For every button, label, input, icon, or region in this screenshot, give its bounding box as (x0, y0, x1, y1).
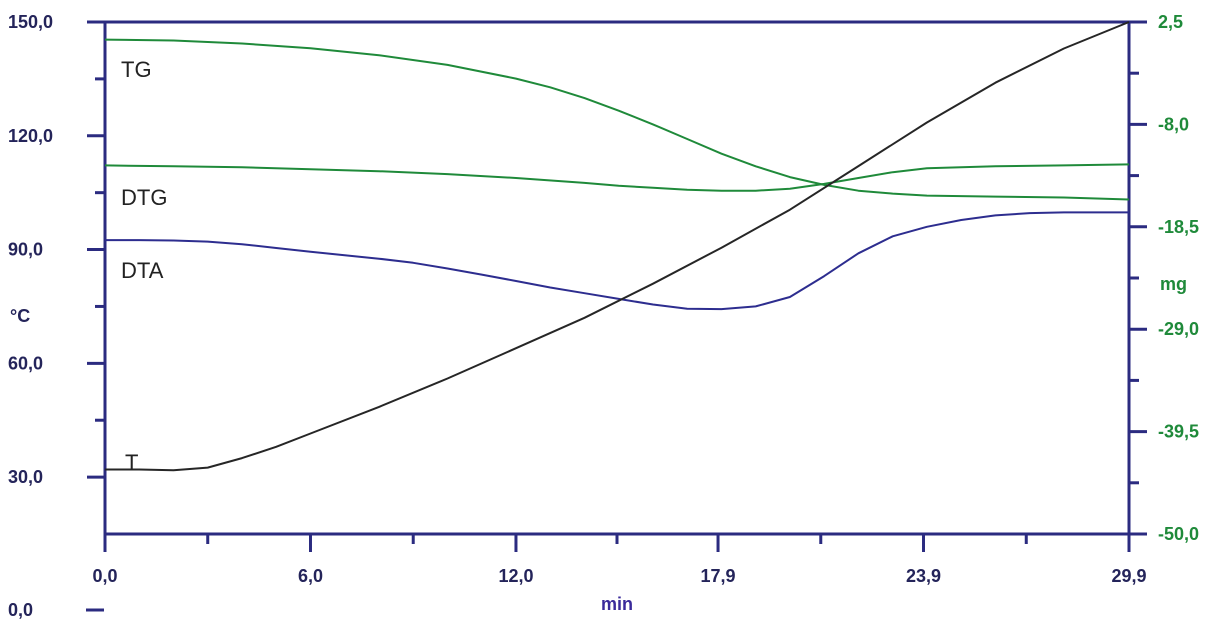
left-axis-unit: °C (10, 306, 30, 326)
right-axis-tick-label: 2,5 (1158, 12, 1183, 32)
right-axis-tick-label: -39,5 (1158, 422, 1199, 442)
series-t-line (105, 21, 1130, 472)
x-axis-unit: min (601, 594, 633, 614)
left-axis-tick-label: 60,0 (8, 353, 43, 373)
right-axis-unit: mg (1160, 274, 1187, 294)
x-axis-tick-label: 23,9 (906, 566, 941, 586)
left-axis-tick-label: 150,0 (8, 12, 53, 32)
bottom-axis-ticks: 0,0 6,0 12,0 17,9 23,9 29,9 (92, 534, 1147, 586)
left-axis-tick-label: 120,0 (8, 126, 53, 146)
dtg-label: DTG (121, 185, 167, 210)
tg-label: TG (121, 57, 152, 82)
right-axis-tick-label: -18,5 (1158, 217, 1199, 237)
left-axis-tick-label: 30,0 (8, 467, 43, 487)
t-label: T (125, 450, 138, 475)
plot-frame (103, 20, 1131, 536)
dta-label: DTA (121, 258, 164, 283)
series-tg-line (104, 38, 1130, 201)
x-axis-tick-label: 17,9 (701, 566, 736, 586)
left-axis-tick-label: 90,0 (8, 240, 43, 260)
series-dta-line (105, 211, 1129, 311)
left-axis-ticks: 150,0 120,0 90,0 60,0 30,0 (8, 12, 105, 487)
x-axis-tick-label: 6,0 (298, 566, 323, 586)
left-axis-extra-label: 0,0 (8, 600, 33, 620)
right-axis-tick-label: -29,0 (1158, 319, 1199, 339)
right-axis-tick-label: -50,0 (1158, 524, 1199, 544)
series-dtg-line (104, 163, 1130, 192)
x-axis-tick-label: 12,0 (498, 566, 533, 586)
right-axis-ticks: 2,5 -8,0 -18,5 -29,0 -39,5 -50,0 (1129, 12, 1199, 544)
right-axis-tick-label: -8,0 (1158, 114, 1189, 134)
x-axis-tick-label: 29,9 (1111, 566, 1146, 586)
series-layer (104, 21, 1130, 472)
x-axis-tick-label: 0,0 (92, 566, 117, 586)
